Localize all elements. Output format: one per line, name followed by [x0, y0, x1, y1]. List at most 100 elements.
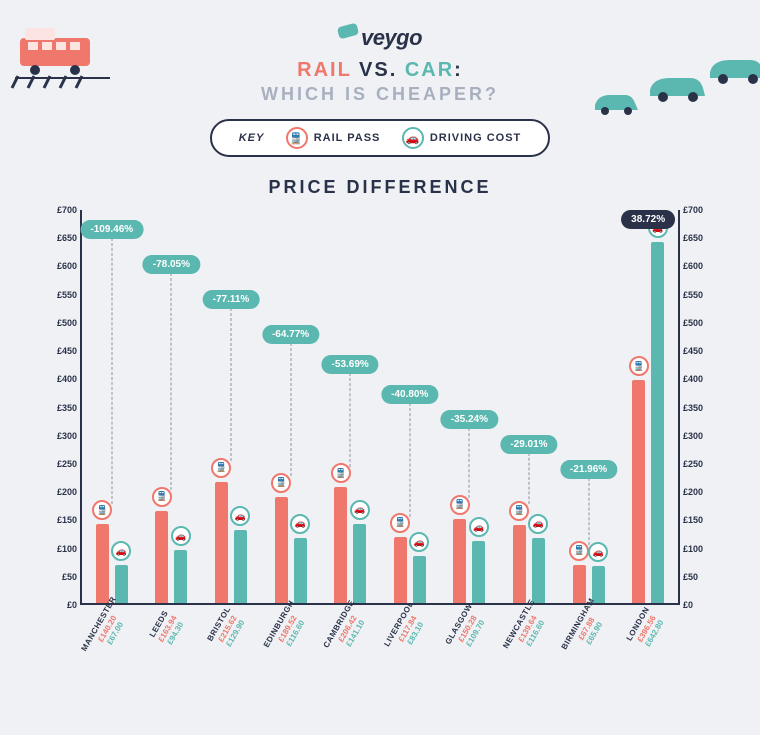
city-group-london: 38.72% 🚆🚗 [618, 210, 678, 603]
title-rail: RAIL [297, 59, 351, 81]
diff-line [350, 373, 351, 467]
city-group-birmingham: -21.96%🚆🚗 [559, 210, 619, 603]
y-tick: £650 [683, 233, 725, 243]
y-tick: £400 [35, 374, 77, 384]
diff-line [588, 478, 589, 545]
diff-badge: 38.72% [621, 210, 675, 229]
diff-badge: -53.69% [322, 355, 379, 374]
x-axis-labels: MANCHESTER£140.20£67.00LEEDS£163.94£94.3… [80, 610, 680, 688]
legend-rail-text: RAIL PASS [314, 132, 381, 144]
diff-badge: -21.96% [560, 460, 617, 479]
diff-badge: -64.77% [262, 325, 319, 344]
y-tick: £200 [35, 487, 77, 497]
car-bar: 🚗 [353, 524, 366, 603]
train-icon: 🚆 [629, 356, 649, 376]
rail-bar: 🚆 [96, 524, 109, 603]
city-group-cambridge: -53.69%🚆🚗 [320, 210, 380, 603]
y-tick: £50 [683, 572, 725, 582]
y-tick: £0 [683, 600, 725, 610]
city-group-edinburgh: -64.77% 🚆 🚗 [261, 210, 321, 603]
title-vs: VS. [351, 59, 404, 81]
y-tick: £550 [35, 290, 77, 300]
train-icon: 🚆 [92, 500, 112, 520]
y-tick: £0 [35, 600, 77, 610]
city-group-leeds: -78.05%🚆🚗 [142, 210, 202, 603]
y-tick: £350 [683, 403, 725, 413]
y-tick: £550 [683, 290, 725, 300]
chart: £0 £50 £100 £150 £200 £250 £300 £350 £400 £450 £50… [30, 210, 730, 640]
y-tick: £100 [35, 544, 77, 554]
y-tick: £700 [683, 205, 725, 215]
car-icon: 🚗 [528, 514, 548, 534]
city-group-manchester: -109.46%🚆🚗 [82, 210, 142, 603]
car-icon: 🚗 [350, 500, 370, 520]
train-illustration [10, 20, 130, 90]
train-icon: 🚆 [286, 127, 308, 149]
car-icon: 🚗 [469, 517, 489, 537]
rail-bar: 🚆 [215, 482, 228, 603]
rail-bar: 🚆 [513, 525, 526, 603]
diff-line [528, 453, 529, 504]
legend-car-text: DRIVING COST [430, 132, 521, 144]
legend-label: KEY [239, 132, 265, 144]
rail-bar: 🚆 [155, 511, 168, 603]
legend: KEY 🚆 RAIL PASS 🚗 DRIVING COST [210, 119, 550, 157]
car-bar: 🚗 [174, 550, 187, 603]
train-icon: 🚆 [271, 473, 291, 493]
y-tick: £500 [35, 318, 77, 328]
diff-line [409, 403, 410, 517]
train-icon: 🚆 [211, 458, 231, 478]
y-tick: £50 [35, 572, 77, 582]
diff-badge: -35.24% [441, 410, 498, 429]
train-icon: 🚆 [509, 501, 529, 521]
y-tick: £450 [35, 346, 77, 356]
car-bar: 🚗 [532, 538, 545, 603]
y-tick: £100 [683, 544, 725, 554]
car-icon: 🚗 [171, 526, 191, 546]
train-icon: 🚆 [331, 463, 351, 483]
y-tick: £600 [35, 261, 77, 271]
rail-bar: 🚆 [394, 537, 407, 603]
y-tick: £300 [683, 431, 725, 441]
diff-line [469, 428, 470, 498]
city-group-bristol: -77.11%🚆🚗 [201, 210, 261, 603]
chart-title: PRICE DIFFERENCE [30, 177, 730, 198]
train-icon: 🚆 [450, 495, 470, 515]
y-tick: £150 [683, 515, 725, 525]
y-tick: £200 [683, 487, 725, 497]
diff-badge: -77.11% [203, 290, 260, 309]
legend-rail: 🚆 RAIL PASS [286, 127, 381, 149]
y-tick: £700 [35, 205, 77, 215]
diff-line [230, 308, 231, 461]
y-tick: £400 [683, 374, 725, 384]
city-group-newcastle: -29.01%🚆🚗 [499, 210, 559, 603]
plot-area: -109.46%🚆🚗-78.05%🚆🚗-77.11%🚆🚗-64.77%🚆🚗-53… [80, 210, 680, 605]
car-bar: 🚗 [472, 541, 485, 603]
city-group-liverpool: -40.80%🚆🚗 [380, 210, 440, 603]
city-group-glasgow: -35.24%🚆🚗 [440, 210, 500, 603]
car-bar: 🚗 [651, 242, 664, 603]
car-bar: 🚗 [234, 530, 247, 603]
title-car: CAR [405, 59, 454, 81]
y-tick: £650 [35, 233, 77, 243]
train-icon: 🚆 [390, 513, 410, 533]
diff-line [111, 238, 112, 504]
train-icon: 🚆 [152, 487, 172, 507]
y-axis-right: £0£50£100£150£200£250£300£350£400£450£50… [683, 210, 725, 605]
y-tick: £250 [683, 459, 725, 469]
car-bar: 🚗 [115, 565, 128, 603]
car-icon: 🚗 [290, 514, 310, 534]
rail-bar: 🚆 [334, 487, 347, 603]
diff-badge: -109.46% [80, 220, 143, 239]
y-tick: £150 [35, 515, 77, 525]
diff-line [290, 343, 291, 476]
car-icon: 🚗 [588, 542, 608, 562]
rail-bar: 🚆 [632, 380, 645, 603]
y-tick: £600 [683, 261, 725, 271]
y-tick: £300 [35, 431, 77, 441]
y-tick: £450 [683, 346, 725, 356]
title-suffix: : [454, 59, 463, 81]
diff-badge: -78.05% [143, 255, 200, 274]
diff-badge: -40.80% [381, 385, 438, 404]
car-bar: 🚗 [294, 538, 307, 603]
